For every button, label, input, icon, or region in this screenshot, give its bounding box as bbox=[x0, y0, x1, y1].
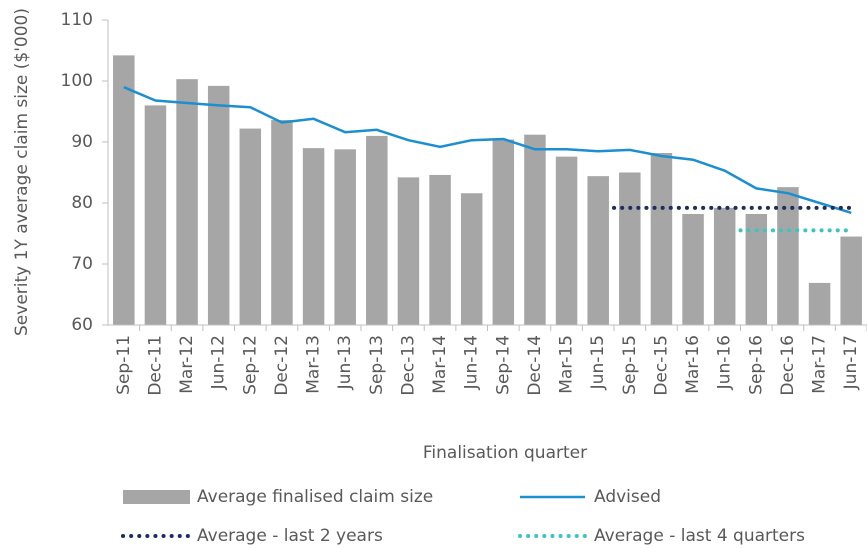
x-tick-label: Sep-16 bbox=[746, 335, 766, 395]
x-tick-label: Jun-17 bbox=[841, 335, 861, 390]
bar bbox=[239, 128, 262, 325]
legend-label: Average finalised claim size bbox=[197, 487, 433, 507]
y-tick-label: 90 bbox=[71, 132, 93, 152]
x-tick-label: Mar-13 bbox=[304, 335, 324, 394]
bar bbox=[840, 236, 862, 325]
x-tick-label: Jun-16 bbox=[715, 335, 735, 390]
x-tick-label: Mar-16 bbox=[683, 335, 703, 394]
legend-swatch bbox=[123, 490, 190, 504]
x-tick-label: Dec-13 bbox=[398, 335, 418, 396]
x-tick-label: Sep-15 bbox=[620, 335, 640, 395]
bar bbox=[271, 120, 293, 325]
line bbox=[123, 85, 852, 214]
bar bbox=[334, 149, 356, 325]
x-tick-label: Jun-15 bbox=[588, 335, 608, 390]
legend-label: Advised bbox=[594, 487, 661, 507]
y-tick-label: 100 bbox=[61, 71, 93, 91]
bar bbox=[397, 177, 420, 325]
x-axis-title: Finalisation quarter bbox=[423, 443, 587, 463]
bar bbox=[366, 135, 388, 325]
x-tick-label: Mar-15 bbox=[557, 335, 577, 394]
y-tick-label: 60 bbox=[71, 315, 93, 335]
x-tick-label: Dec-11 bbox=[145, 335, 165, 396]
x-tick-label: Mar-12 bbox=[177, 335, 197, 394]
y-axis-title: Severity 1Y average claim size ($'000) bbox=[12, 8, 32, 336]
x-tick-label: Jun-12 bbox=[209, 335, 229, 390]
x-tick-label: Mar-17 bbox=[810, 335, 830, 394]
x-tick-label: Dec-16 bbox=[778, 335, 798, 396]
bar bbox=[555, 156, 578, 325]
bar bbox=[745, 213, 768, 325]
bar bbox=[492, 139, 515, 325]
y-tick-label: 110 bbox=[61, 10, 93, 30]
bar bbox=[777, 187, 799, 325]
x-tick-label: Dec-12 bbox=[272, 335, 292, 396]
x-tick-label: Sep-11 bbox=[114, 335, 134, 395]
bar bbox=[113, 55, 135, 325]
legend-label: Average - last 4 quarters bbox=[594, 526, 805, 546]
x-tick-label: Mar-14 bbox=[430, 335, 450, 394]
bar bbox=[207, 85, 230, 325]
x-tick-label: Dec-14 bbox=[525, 335, 545, 396]
bar bbox=[682, 213, 704, 325]
x-tick-label: Sep-13 bbox=[367, 335, 387, 395]
x-tick-label: Jun-13 bbox=[335, 335, 355, 390]
bar bbox=[176, 79, 198, 325]
y-tick-label: 80 bbox=[71, 193, 93, 213]
bar bbox=[587, 176, 609, 325]
x-tick-label: Sep-14 bbox=[493, 335, 513, 395]
bar bbox=[524, 134, 546, 325]
bar bbox=[713, 207, 736, 325]
bar bbox=[460, 193, 483, 325]
bar bbox=[144, 105, 167, 326]
x-tick-label: Dec-15 bbox=[651, 335, 671, 396]
legend-label: Average - last 2 years bbox=[197, 526, 383, 546]
bar bbox=[619, 172, 641, 325]
bar bbox=[429, 174, 451, 325]
x-tick-label: Sep-12 bbox=[240, 335, 260, 395]
x-tick-label: Jun-14 bbox=[462, 335, 482, 390]
bar bbox=[650, 152, 673, 325]
bar bbox=[302, 148, 325, 325]
y-tick-label: 70 bbox=[71, 254, 93, 274]
bar bbox=[808, 282, 831, 325]
